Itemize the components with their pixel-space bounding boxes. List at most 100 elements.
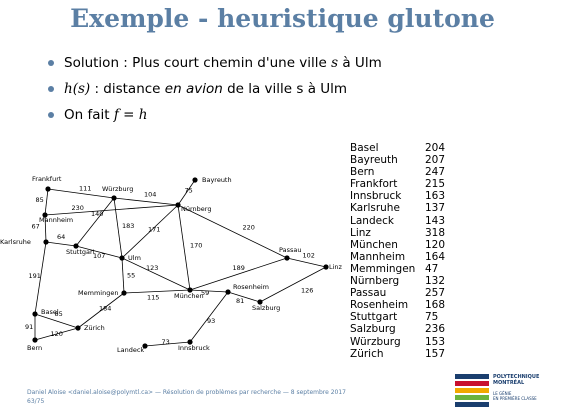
- city-name-cell: Nürnberg: [350, 275, 400, 288]
- city-label: Memmingen: [78, 289, 118, 297]
- city-label: Rosenheim: [233, 283, 269, 291]
- graph-edge-ulm-nurnberg: [121, 204, 179, 259]
- distance-cell: 236: [425, 323, 446, 336]
- graph-edge-ulm-memmingen: [121, 257, 125, 294]
- edge-weight-label: 111: [79, 185, 91, 193]
- graph-edge-stuttgart-ulm: [75, 245, 123, 259]
- edge-weight-label: 93: [207, 317, 215, 325]
- logo-text: POLYTECHNIQUE MONTRÉAL: [493, 374, 540, 386]
- slide-footer: Daniel Aloise <daniel.aloise@polymtl.ca>…: [27, 388, 346, 406]
- bullet-text: de la ville s à Ulm: [222, 81, 348, 97]
- slide-title: Exemple - heuristique glutone: [70, 4, 495, 33]
- table-row: Karlsruhe 137: [350, 202, 445, 214]
- polytechnique-logo: POLYTECHNIQUE MONTRÉAL LE GÉNIE EN PREMI…: [455, 372, 555, 408]
- graph-edge-landeck-innsbruck: [144, 341, 191, 347]
- distance-cell: 120: [425, 238, 446, 251]
- graph-nodes: Frankfurt Würzburg Bayreuth Nürnberg Mannhei…: [0, 175, 343, 354]
- edge-weight-label: 67: [32, 223, 40, 231]
- table-row: Würzburg 153: [350, 336, 445, 348]
- table-row: Passau 257: [350, 287, 445, 299]
- table-row: Bayreuth 207: [350, 154, 445, 166]
- edge-weight-label: 126: [301, 287, 313, 295]
- city-name-cell: Memmingen: [350, 262, 416, 275]
- graph-edge-frankfurt-wurzburg: [47, 188, 115, 199]
- edge-weight-label: 230: [72, 204, 84, 212]
- table-row: Bern 247: [350, 166, 445, 178]
- graph-edge-karlsruhe-stuttgart: [45, 241, 77, 247]
- city-name-cell: Bayreuth: [350, 154, 398, 167]
- edge-weight-label: 170: [190, 242, 202, 250]
- bullet-text: : distance: [90, 81, 165, 97]
- graph-edge-basel-zurich: [34, 313, 79, 329]
- edge-weight-label: 91: [25, 323, 33, 331]
- page-number: 63/75: [27, 398, 45, 405]
- bullet-item: Solution : Plus court chemin d'une ville…: [48, 54, 382, 72]
- city-name-cell: Würzburg: [350, 335, 401, 348]
- city-label: Landeck: [117, 346, 144, 354]
- city-label: Salzburg: [252, 304, 280, 312]
- edge-weight-label: 140: [91, 210, 103, 218]
- city-label: Stuttgart: [66, 248, 96, 256]
- city-node-nurnberg: [175, 202, 181, 208]
- city-label: Linz: [329, 263, 343, 271]
- graph-edge-wurzburg-stuttgart: [75, 197, 115, 247]
- distance-cell: 247: [425, 166, 446, 179]
- bullet-dot-icon: [48, 112, 54, 118]
- bullet-text: Solution : Plus court chemin d'une ville: [64, 55, 332, 71]
- table-row: Salzburg 236: [350, 323, 445, 335]
- city-name-cell: Karlsruhe: [350, 202, 400, 215]
- edge-weight-label: 184: [99, 305, 111, 313]
- table-row: Frankfort 215: [350, 178, 445, 190]
- graph-edge-wurzburg-ulm: [113, 197, 123, 259]
- graph-edge-passau-munchen: [189, 257, 288, 291]
- graph-edge-salzburg-linz: [259, 266, 327, 303]
- city-name-cell: Basel: [350, 142, 379, 154]
- edge-weight-label: 120: [51, 330, 63, 338]
- bullet-emphasis: en avion: [164, 81, 223, 97]
- city-label: Bern: [27, 344, 42, 352]
- city-node-rosenheim: [225, 289, 231, 295]
- distance-cell: 153: [425, 335, 446, 348]
- city-label: Nürnberg: [181, 205, 211, 213]
- bullet-math: s: [331, 55, 339, 71]
- city-node-innsbruck: [187, 339, 193, 345]
- city-node-basel: [32, 311, 38, 317]
- city-node-memmingen: [121, 290, 127, 296]
- edge-weight-label: 85: [55, 310, 63, 318]
- logo-tagline: LE GÉNIE EN PREMIÈRE CLASSE: [493, 391, 537, 401]
- edge-weight-label: 102: [303, 252, 315, 260]
- distance-cell: 75: [425, 311, 439, 324]
- edge-weight-label: 73: [162, 338, 170, 346]
- city-name-cell: Salzburg: [350, 323, 396, 336]
- graph-edge-memmingen-munchen: [123, 289, 191, 294]
- graph-edge-nurnberg-passau: [177, 204, 288, 259]
- city-name-cell: Bern: [350, 166, 375, 179]
- bullet-item: On fait f = h: [48, 106, 382, 124]
- graph-edge-bern-zurich: [34, 327, 79, 341]
- distance-cell: 157: [425, 347, 446, 360]
- distance-cell: 168: [425, 299, 446, 312]
- city-node-landeck: [142, 343, 148, 349]
- graph-edge-karlsruhe-basel: [34, 241, 47, 315]
- city-name-cell: Passau: [350, 287, 387, 300]
- distance-cell: 215: [425, 178, 446, 191]
- table-row: Rosenheim 168: [350, 299, 445, 311]
- city-label: München: [174, 292, 204, 300]
- city-label: Würzburg: [102, 185, 133, 193]
- city-node-frankfurt: [45, 186, 51, 192]
- graph-edge-nurnberg-munchen: [177, 204, 191, 291]
- edge-weight-label: 191: [29, 272, 41, 280]
- city-node-wurzburg: [111, 195, 117, 201]
- edge-weight-label: 189: [233, 264, 245, 272]
- edge-weight-label: 75: [185, 187, 193, 195]
- city-label: Zürich: [84, 324, 105, 332]
- edge-weight-label: 107: [93, 252, 105, 260]
- bullet-text: On fait: [64, 107, 114, 123]
- distance-cell: 318: [425, 226, 446, 239]
- edge-weight-label: 115: [147, 294, 159, 302]
- city-name-cell: München: [350, 238, 398, 251]
- city-node-karlsruhe: [43, 239, 49, 245]
- graph-edge-mannheim-karlsruhe: [44, 214, 47, 243]
- graph-edge-rosenheim-innsbruck: [189, 291, 229, 343]
- city-node-munchen: [187, 287, 193, 293]
